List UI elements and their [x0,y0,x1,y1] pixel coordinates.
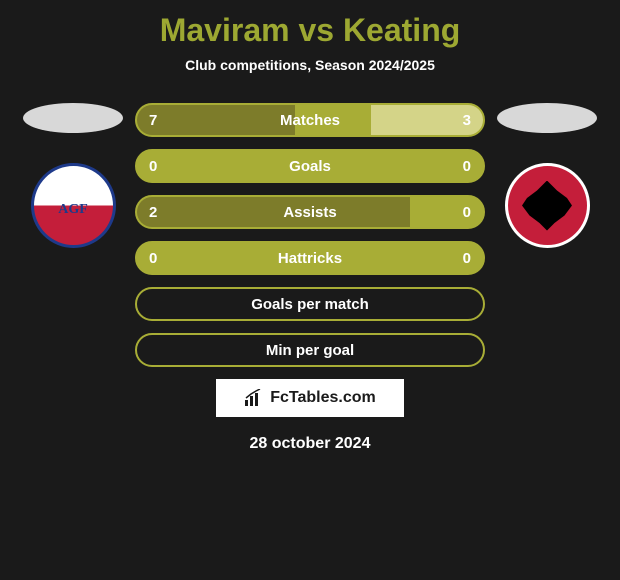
stat-label: Goals [135,158,485,175]
stat-row-hattricks: 00Hattricks [135,241,485,275]
stat-label: Min per goal [135,342,485,359]
stat-label: Assists [135,204,485,221]
chart-icon [244,389,262,407]
player-right-side [497,103,597,248]
main-content: AGF 73Matches 00Goals 20Assists 00Hattricks… [10,103,610,367]
stat-row-matches: 73Matches [135,103,485,137]
player-left-side: AGF [23,103,123,248]
stat-label: Hattricks [135,250,485,267]
club-badge-left: AGF [31,163,116,248]
stat-row-goals-per-match: Goals per match [135,287,485,321]
player-right-avatar [497,103,597,133]
stats-bars: 73Matches 00Goals 20Assists 00Hattricks Goal… [135,103,485,367]
eagle-icon [522,181,572,231]
stat-row-goals: 00Goals [135,149,485,183]
stat-row-min-per-goal: Min per goal [135,333,485,367]
stat-row-assists: 20Assists [135,195,485,229]
comparison-title: Maviram vs Keating [160,12,461,49]
comparison-subtitle: Club competitions, Season 2024/2025 [185,57,435,73]
watermark-text: FcTables.com [270,389,376,407]
date-label: 28 october 2024 [250,435,371,453]
player-left-avatar [23,103,123,133]
club-badge-right [505,163,590,248]
club-badge-left-text: AGF [58,194,88,218]
stat-label: Matches [135,112,485,129]
stat-label: Goals per match [135,296,485,313]
watermark: FcTables.com [216,379,404,417]
